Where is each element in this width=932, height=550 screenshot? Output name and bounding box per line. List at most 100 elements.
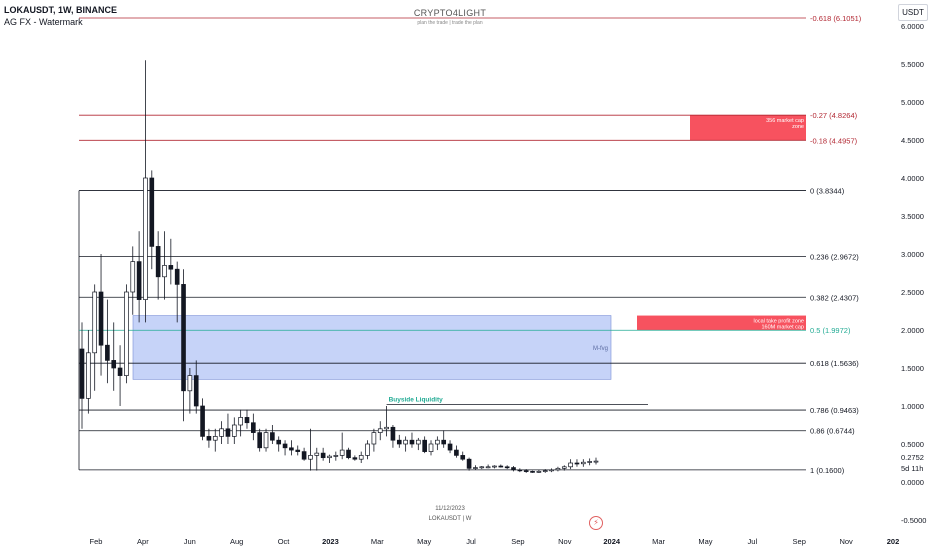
price-tick-label: 1.0000 (901, 402, 924, 411)
candle-body (238, 417, 243, 426)
candle-body (263, 432, 269, 449)
time-tick-label: May (417, 537, 431, 546)
buyside-liquidity-label: Buyside Liquidity (389, 396, 444, 403)
time-tick-label: 2024 (603, 537, 621, 546)
candle-body (479, 466, 485, 469)
fib-levels-layer: -0.618 (6.1051) -0.27 (4.8264) -0.18 (4.49… (78, 14, 862, 475)
price-tick-label: 0.5000 (901, 440, 924, 449)
candle-body (231, 424, 237, 437)
price-axis[interactable]: 6.0000 5.5000 5.0000 4.5000 4.0000 3.5000 3.00… (901, 22, 926, 525)
candle-body (276, 439, 282, 445)
candle-body (251, 422, 256, 433)
candle-body (460, 455, 466, 460)
candle-body (143, 177, 148, 300)
candle-body (327, 455, 332, 459)
candle-body (492, 465, 497, 468)
lightning-icon[interactable]: ⚡ (589, 516, 603, 530)
candle-body (473, 467, 478, 469)
time-tick-label: Nov (558, 537, 572, 546)
candle-body (117, 367, 123, 376)
candle-body (124, 291, 129, 376)
candle-body (523, 470, 529, 472)
symbol-title[interactable]: LOKAUSDT, 1W, BINANCE (4, 5, 118, 15)
time-tick-label: Jul (748, 537, 758, 546)
candle-body (568, 462, 573, 468)
countdown-label: 5d 11h (901, 464, 923, 473)
candle-body (466, 458, 472, 469)
candle-body (428, 443, 434, 452)
time-axis[interactable]: Feb Apr Jun Aug Oct 2023 Mar May Jul Sep Nov 2024 Ma… (90, 537, 900, 546)
candle-body (536, 471, 542, 473)
candle-body (289, 447, 294, 451)
candle-body (441, 439, 447, 445)
fib-level-label: 0.618 (1.5636) (810, 359, 859, 368)
price-tick-label: 0.0000 (901, 478, 924, 487)
watermark-title: CRYPTO4LIGHT (413, 8, 487, 18)
candle-body (155, 246, 161, 278)
current-price-label: 0.2752 (901, 453, 924, 462)
time-tick-label: Feb (90, 537, 103, 546)
fib-level-label: 0.86 (0.6744) (810, 427, 855, 436)
candle-body (79, 348, 85, 399)
candle-body (346, 449, 351, 459)
watermark-subtitle: plan the trade | trade the plan (417, 20, 483, 26)
time-tick-label: May (698, 537, 712, 546)
time-tick-label: Jul (466, 537, 476, 546)
time-tick-label: Sep (793, 537, 806, 546)
candle-body (111, 360, 117, 369)
candle-body (174, 268, 180, 285)
candle-body (193, 375, 199, 407)
candle-body (542, 470, 548, 472)
candle-body (593, 460, 599, 463)
candle-body (314, 452, 320, 456)
time-tick-label: Oct (278, 537, 291, 546)
time-tick-label: Jun (184, 537, 196, 546)
price-tick-label: 1.5000 (901, 364, 924, 373)
candle-body (92, 291, 98, 354)
candle-body (511, 467, 516, 471)
candle-body (416, 439, 421, 445)
candle-body (320, 452, 326, 459)
candle-body (200, 405, 205, 437)
red-zone-label: 356 market cap (766, 118, 804, 124)
fib-level-label: 0.382 (2.4307) (810, 293, 859, 302)
candle-body (498, 465, 504, 468)
candle-body (555, 467, 561, 471)
bottom-date: 11/12/2023 (435, 506, 465, 512)
fib-level-label: -0.18 (4.4957) (810, 136, 858, 145)
price-tick-label: 2.0000 (901, 326, 924, 335)
candle-body (403, 439, 408, 445)
time-tick-label: Sep (511, 537, 524, 546)
fib-level-label: 0 (3.8344) (810, 187, 845, 196)
candle-body (86, 352, 91, 399)
red-zone (690, 114, 806, 140)
candle-body (206, 436, 212, 441)
candle-body (396, 439, 402, 445)
candle-body (225, 428, 231, 437)
candle-body (149, 177, 155, 247)
candle-body (162, 265, 167, 278)
indicator-title[interactable]: AG FX - Watermark (4, 17, 83, 27)
candle-body (308, 455, 313, 460)
candle-body (168, 265, 174, 270)
candle-body (587, 461, 592, 463)
candle-body (244, 417, 250, 424)
time-tick-label: Mar (652, 537, 665, 546)
fvg-label: M-fvg (593, 346, 608, 352)
fib-level-label: -0.27 (4.8264) (810, 111, 858, 120)
watermark: CRYPTO4LIGHT plan the trade | trade the … (0, 8, 900, 26)
candle-body (574, 462, 580, 465)
candle-body (257, 432, 262, 449)
currency-button[interactable]: USDT (898, 4, 928, 21)
time-tick-label: 202 (887, 537, 900, 546)
fvg-zone (132, 315, 612, 380)
price-tick-label: 4.0000 (901, 174, 924, 183)
fib-level-label: 0.236 (2.9672) (810, 252, 859, 261)
price-tick-label: 6.0000 (901, 22, 924, 31)
candle-body (580, 461, 586, 465)
candle-body (390, 426, 396, 441)
time-tick-label: Nov (839, 537, 853, 546)
price-tick-label: 3.5000 (901, 212, 924, 221)
